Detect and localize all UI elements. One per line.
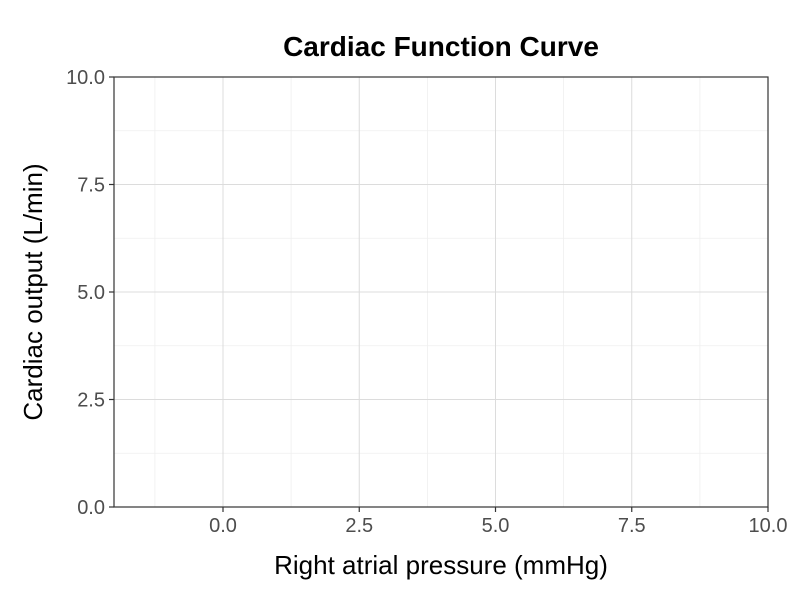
chart-title: Cardiac Function Curve (283, 31, 599, 62)
y-tick-label: 5.0 (77, 282, 105, 304)
x-tick-label: 5.0 (482, 515, 510, 537)
y-tick-label: 0.0 (77, 497, 105, 519)
grid-lines (114, 76, 769, 508)
y-tick-label: 7.5 (77, 175, 105, 197)
x-tick-label: 10.0 (749, 515, 788, 537)
axis-ticks: 0.0 2.5 5.0 7.5 10.0 0.0 2.5 5.0 7.5 10.0 (66, 67, 787, 537)
x-tick-label: 7.5 (618, 515, 646, 537)
y-axis-label: Cardiac output (L/min) (18, 163, 48, 420)
y-tick-label: 2.5 (77, 390, 105, 412)
x-tick-label: 0.0 (209, 515, 237, 537)
x-axis-label: Right atrial pressure (mmHg) (274, 550, 608, 580)
y-tick-label: 10.0 (66, 67, 105, 89)
x-tick-label: 2.5 (345, 515, 373, 537)
